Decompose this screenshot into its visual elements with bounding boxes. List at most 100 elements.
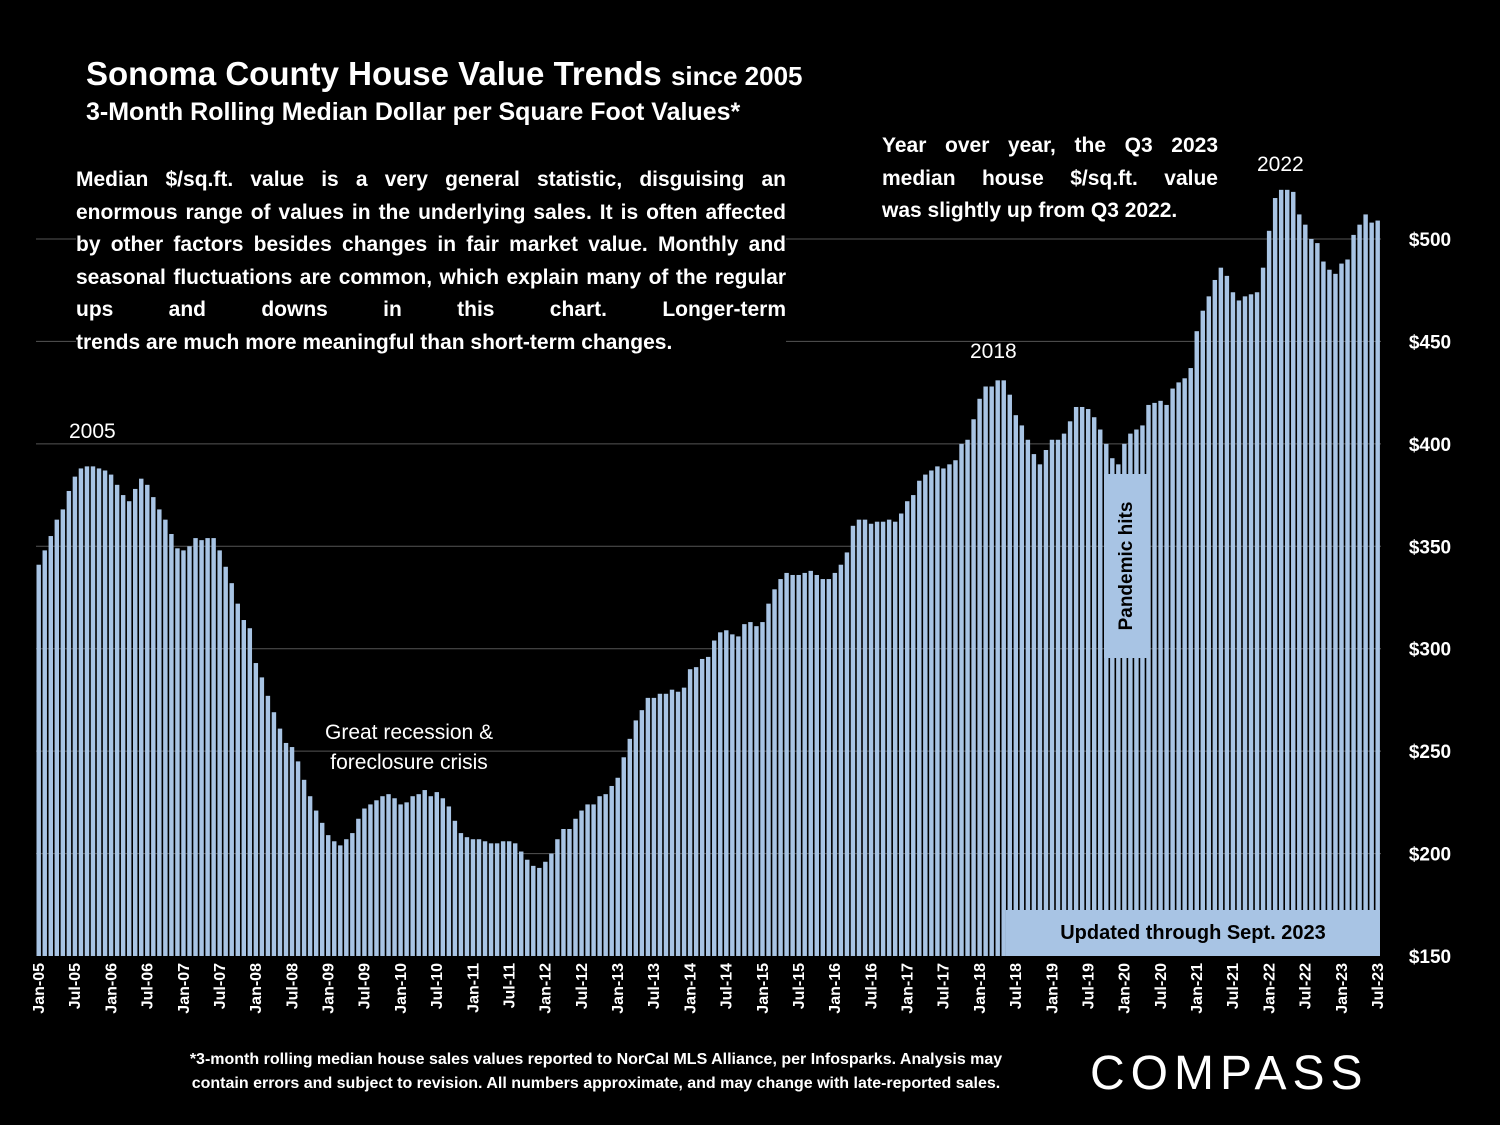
annotation-recession-line2: foreclosure crisis	[330, 751, 488, 774]
bar	[838, 564, 844, 956]
note-left-line: many of the regular ups and downs in thi…	[76, 265, 786, 322]
bar	[1079, 406, 1085, 957]
x-tick-label: Jan-18	[972, 963, 989, 1014]
bar	[350, 833, 355, 956]
bar	[669, 689, 675, 956]
page-subtitle: 3-Month Rolling Median Dollar per Square…	[86, 98, 741, 126]
bar	[579, 810, 584, 956]
bar	[422, 790, 427, 956]
x-tick-label: Jan-05	[31, 963, 48, 1014]
bar	[1272, 198, 1278, 956]
bar	[1266, 230, 1272, 956]
bar	[1182, 378, 1187, 956]
x-tick-label: Jan-12	[538, 963, 555, 1014]
bar	[549, 853, 554, 956]
bar	[151, 497, 156, 956]
bar	[790, 574, 795, 956]
bar	[410, 796, 415, 956]
bar	[1188, 368, 1193, 956]
x-tick-label: Jul-18	[1008, 963, 1025, 1009]
bar	[573, 818, 578, 956]
bar	[826, 579, 832, 956]
bar	[133, 488, 138, 956]
bar	[718, 632, 723, 956]
bar	[760, 622, 765, 956]
x-tick-label: Jul-17	[936, 963, 953, 1009]
bar	[1303, 224, 1308, 956]
note-right-line: median house $/sq.ft. value	[882, 166, 1218, 190]
bar	[1218, 267, 1224, 956]
bar	[380, 796, 385, 956]
bar	[1321, 261, 1326, 956]
note-right: Year over year, the Q3 2023 median house…	[882, 130, 1218, 228]
bar	[319, 822, 325, 956]
bar	[1128, 433, 1133, 956]
bar	[139, 478, 144, 956]
bar	[193, 538, 198, 956]
bar	[434, 792, 439, 956]
bar	[1254, 292, 1260, 956]
bar	[699, 658, 705, 956]
bar	[730, 634, 735, 956]
bar	[935, 466, 940, 956]
note-left-line: Monthly and seasonal fluctuations are co…	[76, 233, 786, 289]
bar	[742, 624, 747, 956]
bar	[368, 804, 373, 956]
footnote: *3-month rolling median house sales valu…	[136, 1048, 1056, 1096]
x-tick-label: Jan-21	[1189, 963, 1206, 1014]
x-tick-label: Jan-06	[103, 963, 120, 1014]
bar	[1339, 263, 1344, 957]
bar	[1098, 429, 1103, 956]
bar	[313, 810, 319, 956]
bar	[868, 523, 874, 956]
bar	[90, 466, 96, 956]
bar	[1315, 243, 1320, 957]
x-tick-label: Jan-14	[682, 963, 699, 1014]
bar	[874, 521, 880, 956]
bar	[247, 628, 253, 956]
bar	[54, 519, 60, 956]
bar	[42, 550, 47, 956]
bar	[681, 687, 687, 956]
x-tick-label: Jul-22	[1298, 963, 1315, 1009]
bar	[362, 808, 367, 956]
bar	[929, 470, 934, 956]
bar	[1224, 275, 1230, 956]
bar	[1158, 400, 1163, 957]
bar	[114, 484, 120, 956]
bar	[917, 480, 922, 956]
bar	[307, 796, 313, 956]
bar	[597, 796, 602, 956]
bar	[1116, 464, 1121, 956]
bar	[1230, 292, 1236, 956]
bar	[344, 839, 349, 956]
bar	[1091, 417, 1097, 957]
bar	[374, 800, 379, 956]
bar	[271, 712, 277, 956]
bar	[470, 839, 476, 956]
bar	[512, 843, 518, 956]
bar	[1164, 404, 1169, 956]
bar	[772, 589, 777, 956]
x-tick-label: Jan-13	[610, 963, 627, 1014]
bar	[440, 798, 446, 956]
bar	[977, 398, 982, 956]
x-tick-label: Jul-10	[429, 963, 446, 1009]
annotation-2022: 2022	[1257, 153, 1304, 176]
bar	[181, 550, 186, 956]
bar	[1152, 402, 1157, 956]
bar	[705, 656, 711, 956]
bar	[169, 533, 174, 956]
x-tick-label: Jul-08	[284, 963, 301, 1009]
bar	[1110, 458, 1115, 956]
annotation-recession: Great recession & foreclosure crisis	[325, 718, 493, 778]
bar	[1013, 415, 1019, 956]
bar	[814, 574, 819, 956]
bar	[687, 669, 693, 956]
bar	[102, 470, 108, 956]
bar	[1067, 421, 1073, 956]
bar	[862, 519, 868, 956]
bar	[482, 841, 488, 956]
bar	[145, 484, 150, 956]
bar	[289, 747, 295, 956]
